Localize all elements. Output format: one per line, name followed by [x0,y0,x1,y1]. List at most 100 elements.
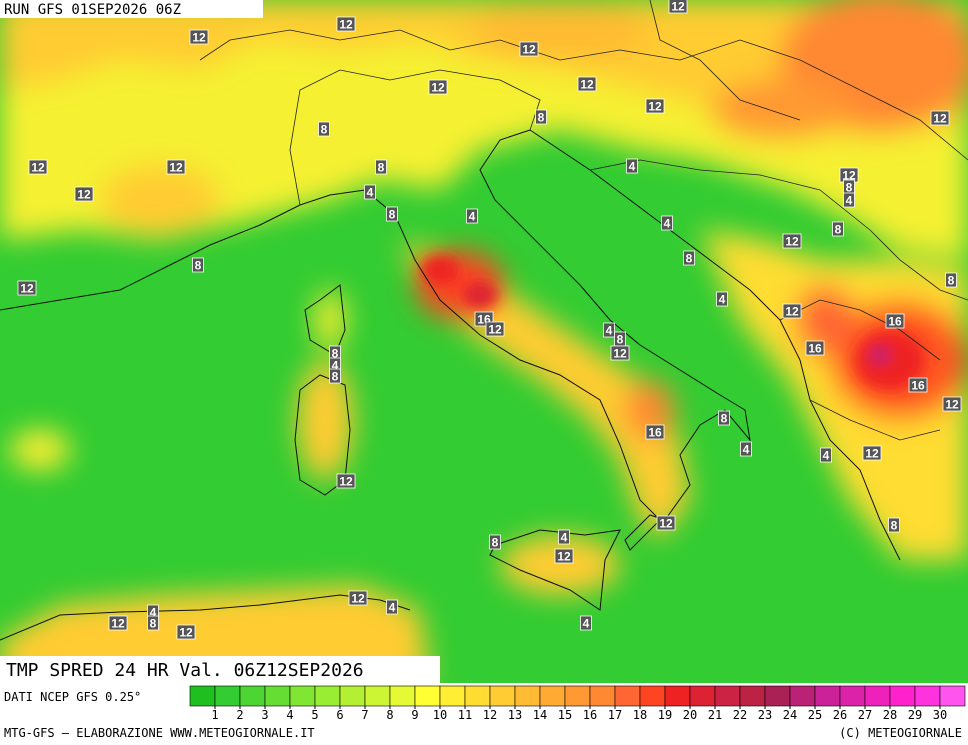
contour-label-box [580,615,592,631]
colorbar-swatch [389,685,416,707]
colorbar-tick-label: 4 [286,708,293,722]
colorbar-tick-label: 27 [858,708,872,722]
colorbar-tick-label: 17 [608,708,622,722]
contour-label: 8 [686,252,693,266]
colorbar-swatch [564,685,591,707]
footer-right: (C) METEOGIORNALE [839,726,962,740]
contour-label: 4 [150,606,157,620]
contour-label-box [740,441,752,457]
header-box [0,0,263,18]
colorbar-swatch [289,685,316,707]
colorbar-swatch [514,685,541,707]
field [0,0,968,683]
contour-label: 12 [933,112,947,126]
contour-label: 4 [629,160,636,174]
colorbar-tick-label: 2 [236,708,243,722]
colorbar-swatch [839,685,866,707]
contour-label: 12 [945,398,959,412]
contour-label-box [930,110,950,126]
borders [199,0,968,441]
contour-label: 8 [389,208,396,222]
contour-label: 16 [648,426,662,440]
contour-label-box [74,186,94,202]
contour-label-box [108,615,128,631]
contour-label: 4 [367,186,374,200]
contour-label-box [336,473,356,489]
colorbar-tick-label: 1 [211,708,218,722]
contour-label: 12 [522,43,536,57]
colorbar-swatch [664,685,691,707]
run-text: RUN GFS 01SEP2026 06Z [4,2,181,18]
colorbar-swatch [614,685,641,707]
contour-label-box [558,529,570,545]
contour-label-box [176,624,196,640]
colorbar-tick-label: 28 [883,708,897,722]
contour-label-box [535,109,547,125]
colorbar-swatch [714,685,741,707]
colorbar-tick-label: 5 [311,708,318,722]
contour-label: 8 [835,223,842,237]
colorbar-tick-label: 22 [733,708,747,722]
colorbar-tick-label: 20 [683,708,697,722]
colorbar-tick-label: 10 [433,708,447,722]
contour-label: 12 [785,305,799,319]
contour-label: 8 [891,519,898,533]
colorbar-tick-label: 11 [458,708,472,722]
contour-label-box [428,79,448,95]
colorbar-tick-label: 29 [908,708,922,722]
colorbar-swatch [264,685,291,707]
contour-label-box [843,192,855,208]
colorbar-tick-label: 19 [658,708,672,722]
colorbar-swatch [189,685,216,707]
contour-label: 12 [659,517,673,531]
colorbar-tick-label: 9 [411,708,418,722]
contour-label: 16 [911,379,925,393]
contour-label: 4 [469,210,476,224]
contour-label: 12 [351,592,365,606]
contour-label-box [683,250,695,266]
colorbar-tick-label: 3 [261,708,268,722]
contour-label-box [147,615,159,631]
contour-label-box [485,321,505,337]
contour-label-box [832,221,844,237]
contour-label-box [386,599,398,615]
contour-label-box [885,313,905,329]
contour-label-box [17,280,37,296]
contour-label: 12 [169,161,183,175]
colorbar-tick-label: 24 [783,708,797,722]
contour-label-box [718,410,730,426]
contour-label: 12 [339,18,353,32]
colorbar-swatch [214,685,241,707]
contour-label: 16 [888,315,902,329]
contour-label: 4 [846,194,853,208]
contour-label: 8 [378,161,385,175]
contour-label: 8 [332,370,339,384]
colorbar-tick-label: 23 [758,708,772,722]
contour-label-box [805,340,825,356]
colorbar-tick-label: 18 [633,708,647,722]
colorbar-tick-label: 7 [361,708,368,722]
contour-label-box [820,447,832,463]
contour-label-box [888,517,900,533]
contour-label: 12 [488,323,502,337]
colorbar-tick-label: 15 [558,708,572,722]
contour-label: 4 [561,531,568,545]
contour-label-box [945,272,957,288]
colorbar-swatch [539,685,566,707]
contour-label: 8 [721,412,728,426]
contour-label-box [519,41,539,57]
colorbar-tick-label: 16 [583,708,597,722]
colorbar-swatch [314,685,341,707]
colorbar-swatch [339,685,366,707]
contour-label: 8 [538,111,545,125]
contour-label-box [656,515,676,531]
contour-label-box [626,158,638,174]
colorbar-swatch [439,685,466,707]
contour-label: 12 [192,31,206,45]
contour-label-box [668,0,688,14]
contour-label-box [489,534,501,550]
contour-label-box [603,322,615,338]
source-text: DATI NCEP GFS 0.25° [4,690,141,704]
contour-label: 12 [671,0,685,14]
